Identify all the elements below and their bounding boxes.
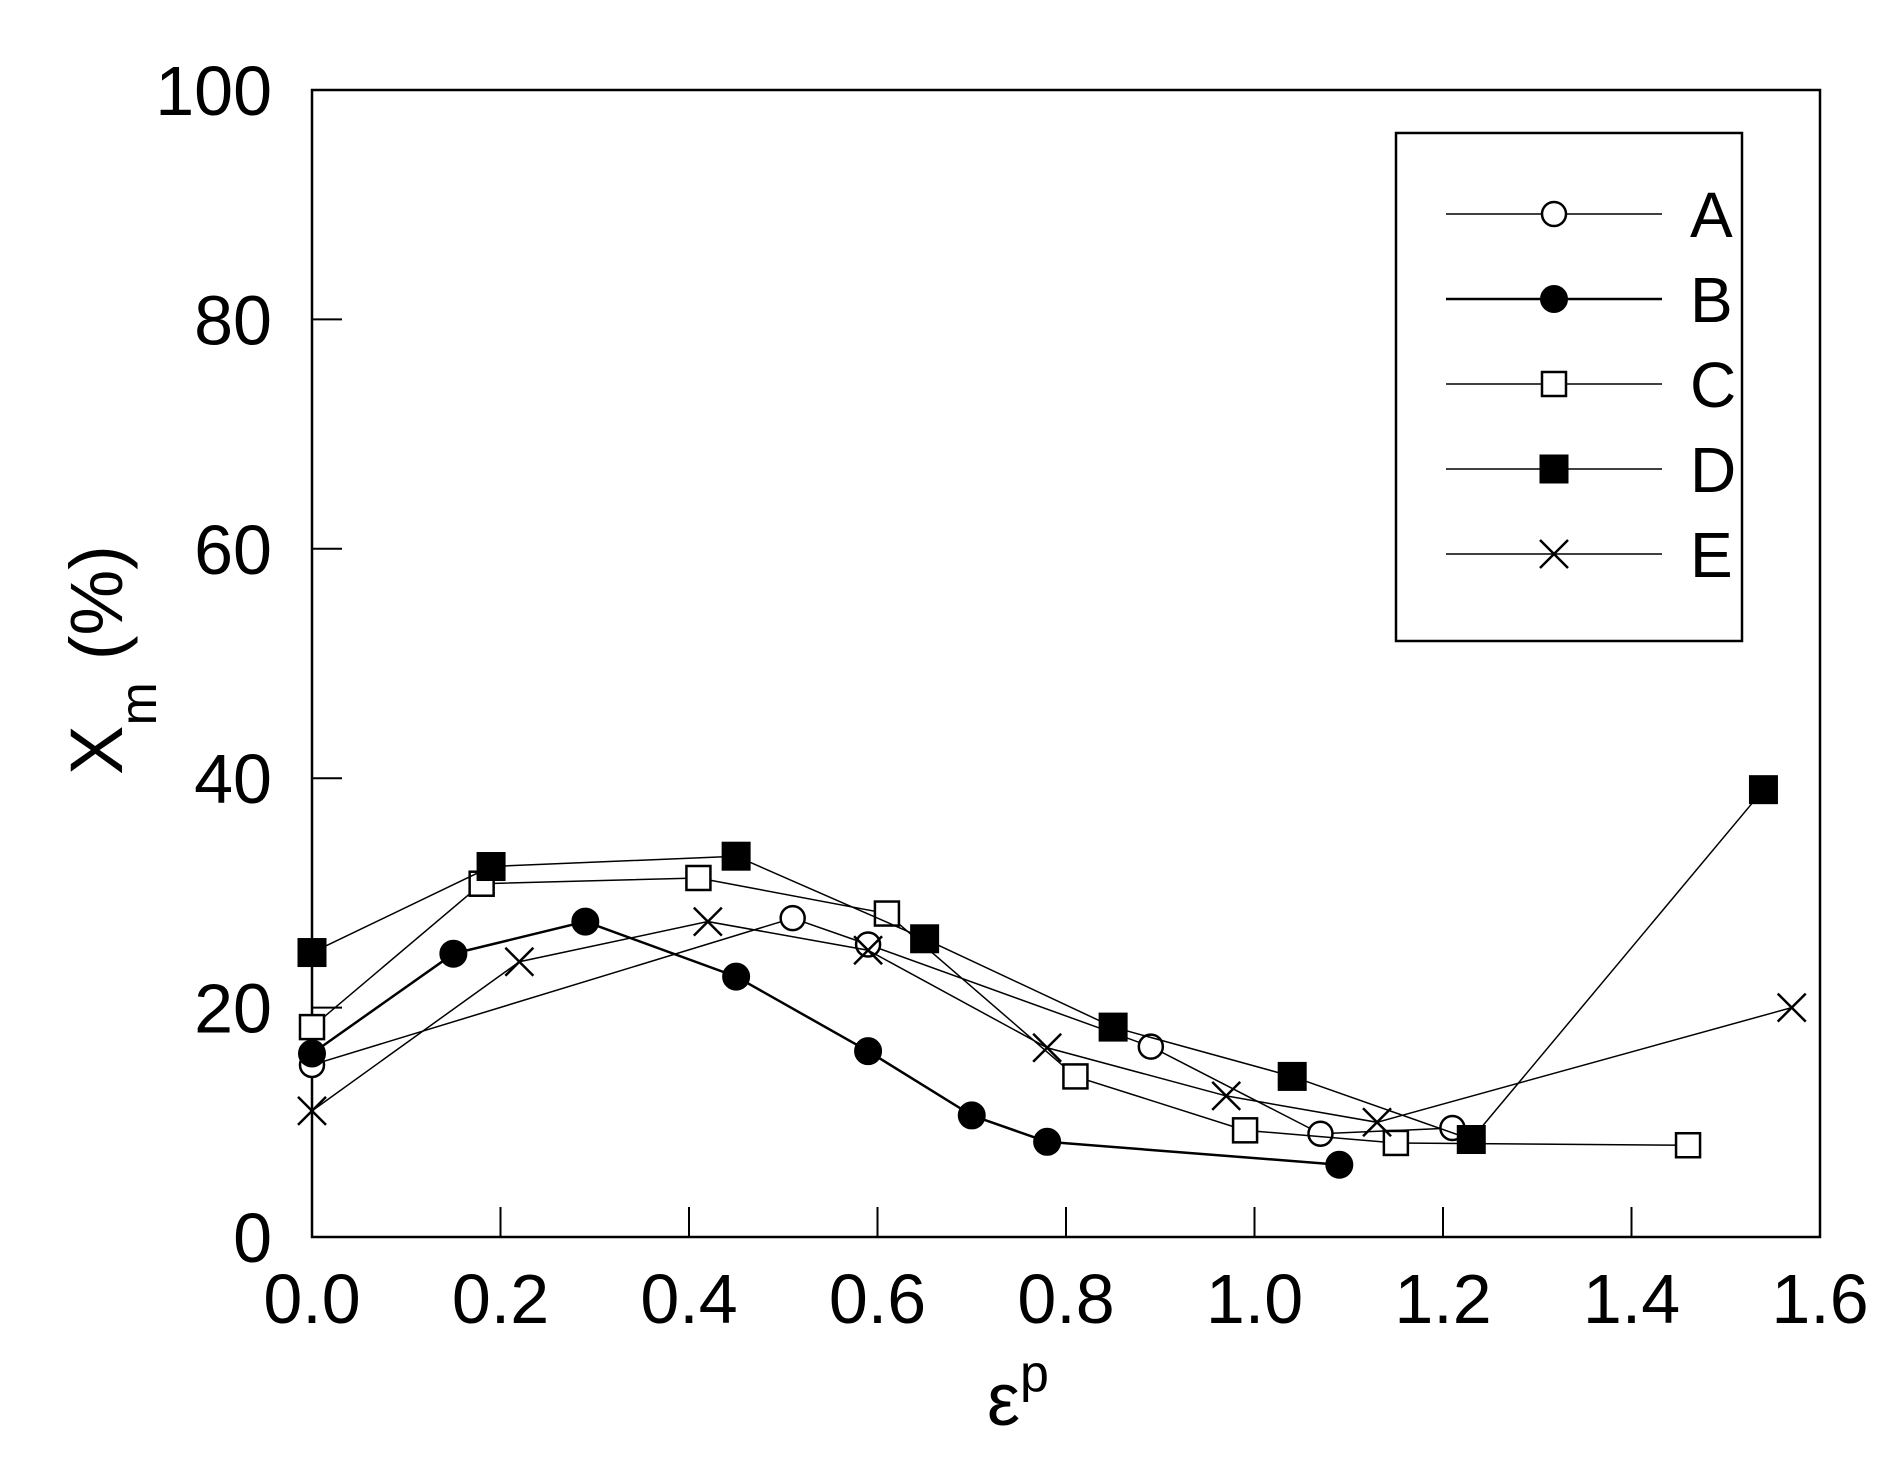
series-d bbox=[297, 775, 1778, 1155]
data-point bbox=[1748, 775, 1778, 805]
data-point bbox=[910, 924, 940, 954]
y-axis-title-main: X bbox=[55, 726, 138, 775]
data-point bbox=[685, 864, 712, 892]
x-tick-label: 1.6 bbox=[1771, 1260, 1868, 1338]
data-point-stroke bbox=[297, 1095, 327, 1126]
x-tick-label: 1.0 bbox=[1206, 1260, 1303, 1338]
series-a bbox=[298, 904, 1466, 1148]
data-point bbox=[298, 1013, 326, 1041]
data-point bbox=[957, 1101, 986, 1130]
data-point bbox=[571, 907, 600, 936]
data-point bbox=[1137, 1033, 1165, 1060]
data-point bbox=[854, 931, 882, 958]
x-axis: 0.0 0.2 0.4 0.6 0.8 1.0 1.2 1.4 1.6 bbox=[263, 1207, 1869, 1338]
x-tick-label: 1.2 bbox=[1394, 1260, 1491, 1338]
data-point bbox=[297, 938, 327, 968]
data-point bbox=[1382, 1129, 1410, 1157]
data-point bbox=[1540, 200, 1568, 228]
legend-label: B bbox=[1690, 264, 1733, 336]
legend-label: D bbox=[1690, 434, 1736, 506]
y-tick-label: 60 bbox=[194, 511, 272, 589]
series-line bbox=[311, 877, 1689, 1146]
y-axis-title: Xm (%) bbox=[55, 545, 168, 775]
y-tick-label: 40 bbox=[194, 740, 272, 818]
legend-label: E bbox=[1690, 519, 1733, 591]
x-tick-label: 0.8 bbox=[1017, 1260, 1114, 1338]
data-point-stroke bbox=[853, 935, 883, 966]
data-point bbox=[1540, 285, 1568, 313]
x-axis-title-superscript: p bbox=[1020, 1345, 1049, 1403]
x-axis-title-main: ε bbox=[987, 1358, 1020, 1441]
series-b bbox=[298, 907, 1354, 1179]
legend-item-d: D bbox=[1446, 434, 1736, 506]
data-point bbox=[1674, 1131, 1702, 1159]
data-point-stroke bbox=[1032, 1032, 1063, 1063]
y-tick-label: 20 bbox=[194, 970, 272, 1048]
data-point bbox=[1325, 1150, 1354, 1179]
y-tick-label: 80 bbox=[194, 281, 272, 359]
data-point-stroke bbox=[692, 906, 723, 937]
data-point bbox=[504, 946, 535, 977]
data-point-stroke bbox=[1776, 992, 1807, 1023]
series-layer bbox=[297, 775, 1807, 1179]
series-e bbox=[297, 906, 1807, 1138]
data-point bbox=[298, 1039, 326, 1068]
series-line bbox=[311, 920, 1792, 1124]
data-point-stroke bbox=[1362, 1107, 1392, 1138]
x-tick-label: 1.4 bbox=[1583, 1260, 1680, 1338]
data-point bbox=[854, 1037, 883, 1066]
data-point-stroke bbox=[504, 946, 535, 977]
y-tick-label: 0 bbox=[233, 1199, 272, 1277]
data-point bbox=[1062, 1063, 1089, 1090]
legend-item-e: E bbox=[1446, 519, 1733, 591]
data-point bbox=[439, 939, 468, 968]
data-point bbox=[1776, 992, 1807, 1023]
legend-label: C bbox=[1690, 349, 1736, 421]
x-axis-title: εp bbox=[987, 1345, 1049, 1441]
data-point-stroke bbox=[1539, 539, 1569, 569]
legend-frame bbox=[1394, 131, 1744, 643]
data-point bbox=[1211, 1081, 1242, 1111]
legend-item-c: C bbox=[1446, 349, 1736, 421]
data-point-stroke bbox=[1211, 1081, 1242, 1111]
data-point bbox=[779, 904, 806, 932]
data-point bbox=[722, 962, 751, 991]
data-point bbox=[297, 1095, 327, 1126]
data-point bbox=[1033, 1127, 1062, 1156]
legend-item-a: A bbox=[1446, 179, 1733, 251]
x-tick-label: 0.6 bbox=[829, 1260, 926, 1338]
data-point bbox=[721, 841, 751, 871]
y-axis: 0 20 40 60 80 100 bbox=[155, 52, 342, 1277]
data-point bbox=[1277, 1061, 1307, 1091]
y-axis-title-subscript: m bbox=[110, 682, 168, 725]
series-line bbox=[311, 789, 1765, 1141]
data-point bbox=[692, 906, 723, 937]
x-tick-label: 0.4 bbox=[640, 1260, 737, 1338]
data-point bbox=[1539, 539, 1569, 569]
series-line bbox=[311, 917, 1453, 1135]
data-point bbox=[1307, 1120, 1334, 1148]
x-tick-label: 0.0 bbox=[263, 1260, 360, 1338]
data-point bbox=[476, 852, 506, 882]
data-point bbox=[1539, 454, 1569, 484]
data-point bbox=[1032, 1032, 1063, 1063]
legend-label: A bbox=[1690, 179, 1733, 251]
data-point bbox=[1540, 370, 1568, 398]
data-point bbox=[1098, 1012, 1128, 1042]
legend-item-b: B bbox=[1446, 264, 1733, 336]
data-point bbox=[1362, 1107, 1392, 1138]
y-axis-title-unit: (%) bbox=[55, 545, 138, 660]
data-point bbox=[1231, 1117, 1259, 1144]
data-point bbox=[1456, 1125, 1486, 1155]
y-tick-label: 100 bbox=[155, 52, 272, 130]
x-tick-label: 0.2 bbox=[452, 1260, 549, 1338]
data-point bbox=[853, 935, 883, 966]
series-c bbox=[298, 864, 1702, 1159]
